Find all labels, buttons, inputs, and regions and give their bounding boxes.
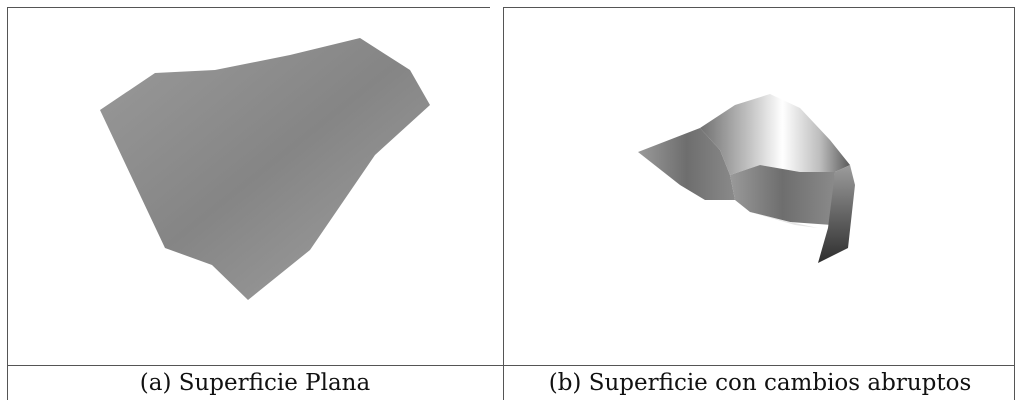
caption: (a) Superficie Plana	[140, 370, 371, 396]
caption: (b) Superficie con cambios abruptos	[549, 370, 972, 396]
flat-surface	[100, 38, 430, 300]
abrupt-surface	[638, 94, 855, 263]
figure: (a) Superficie Plana (b) Superficie con …	[0, 0, 1020, 403]
